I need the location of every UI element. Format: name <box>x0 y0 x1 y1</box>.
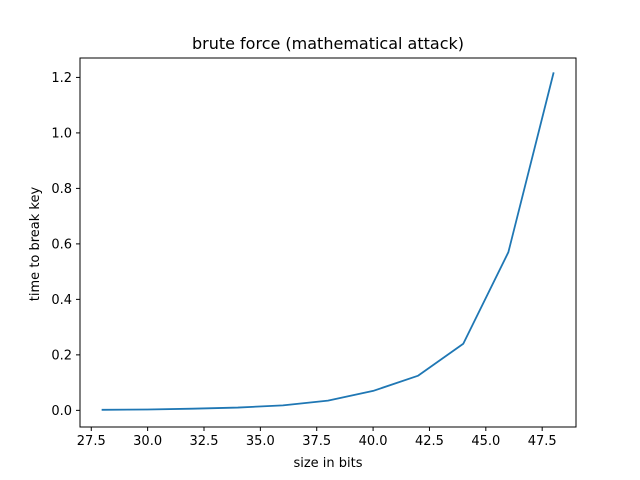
x-tick-label: 42.5 <box>415 434 444 449</box>
y-axis-label: time to break key <box>28 187 43 302</box>
x-tick-label: 47.5 <box>528 434 557 449</box>
x-tick-label: 45.0 <box>471 434 500 449</box>
y-tick-label: 0.6 <box>51 237 72 252</box>
y-tick-label: 1.2 <box>51 71 72 86</box>
plot-area: 27.5 30.0 32.5 35.0 37.5 40.0 42.5 45.0 47.5 0.0 0… <box>51 57 577 449</box>
x-axis-label: size in bits <box>293 456 362 471</box>
x-tick-label: 35.0 <box>246 434 275 449</box>
x-tick-label: 40.0 <box>359 434 388 449</box>
x-tick-label: 27.5 <box>77 434 106 449</box>
y-tick-label: 0.2 <box>51 348 72 363</box>
x-tick-label: 30.0 <box>133 434 162 449</box>
y-tick-label: 0.8 <box>51 182 72 197</box>
y-tick-label: 1.0 <box>51 126 72 141</box>
series-line-0 <box>101 72 555 411</box>
x-tick-label: 37.5 <box>302 434 331 449</box>
x-tick-label: 32.5 <box>190 434 219 449</box>
y-tick-label: 0.4 <box>51 293 72 308</box>
plot-frame <box>79 57 577 428</box>
y-tick-label: 0.0 <box>51 404 72 419</box>
chart-title: brute force (mathematical attack) <box>192 34 464 53</box>
